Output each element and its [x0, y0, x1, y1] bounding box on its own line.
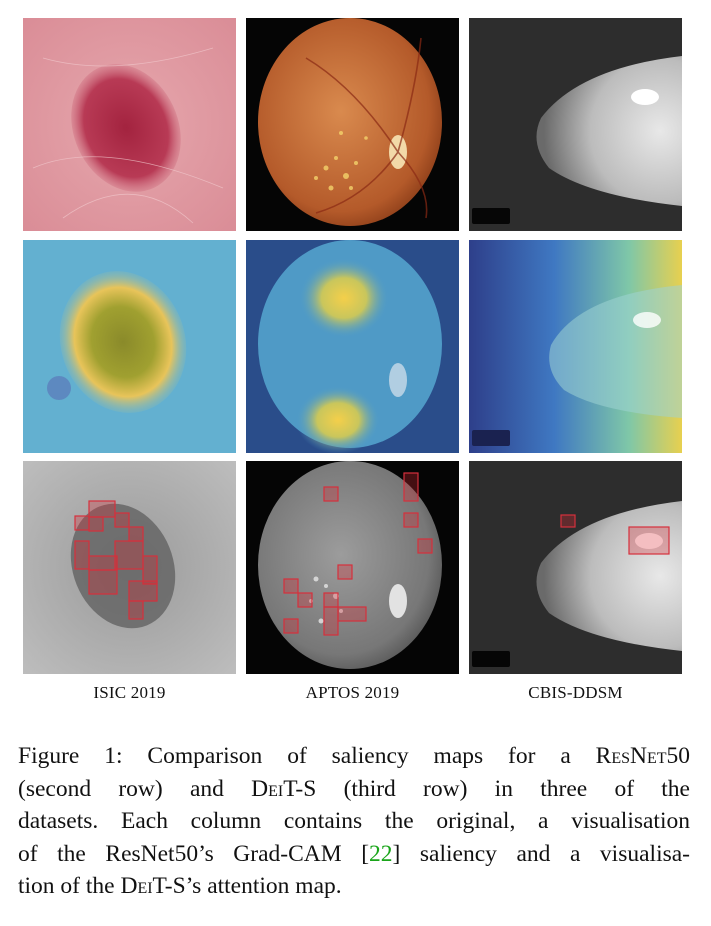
caption-line-3: datasets. Each column contains the origi… [18, 808, 690, 834]
attention-patch [128, 600, 144, 620]
isic-attention-image [23, 461, 236, 674]
attention-patch [323, 606, 339, 636]
caption-line-1: Figure 1: Comparison of saliency maps fo… [18, 743, 691, 769]
attention-patch [323, 486, 339, 502]
column-label-isic: ISIC 2019 [93, 683, 166, 702]
attention-patch [74, 515, 90, 531]
attention-patch [403, 472, 419, 502]
attention-patch [297, 592, 313, 608]
attention-patch [403, 512, 419, 528]
model-name-deit-s-2: DeiT-S [120, 873, 186, 899]
cbis-attention-image [469, 461, 682, 674]
attention-patch [560, 514, 576, 528]
cbis-original-image [469, 18, 682, 231]
figure-number: Figure 1: [18, 743, 123, 769]
caption-line-4: of the ResNet50’s Grad-CAM [22] saliency… [18, 840, 690, 867]
attention-patch [142, 555, 158, 585]
aptos-original-image [246, 18, 459, 231]
attention-patch [128, 580, 158, 602]
model-name-resnet50: ResNet50 [595, 743, 691, 769]
figure-caption: Figure 1: Comparison of saliency maps fo… [18, 740, 690, 903]
attention-patch [337, 606, 367, 622]
caption-line-5: tion of the DeiT-S’s attention map. [18, 873, 342, 899]
column-label-cbis: CBIS-DDSM [528, 683, 623, 702]
attention-patch [128, 526, 144, 542]
isic-original-image [23, 18, 236, 231]
attention-patch [628, 526, 670, 555]
attention-patch [323, 592, 339, 608]
attention-patch [114, 512, 130, 528]
attention-patch [88, 516, 104, 532]
attention-patch [74, 540, 90, 570]
attention-patch [283, 578, 299, 594]
attention-patch [114, 540, 144, 570]
attention-patch [337, 564, 353, 580]
citation-link[interactable]: 22 [369, 840, 393, 867]
attention-patch [88, 555, 118, 571]
attention-patch [88, 569, 118, 595]
caption-line-2: (second row) and DeiT-S (third row) in t… [18, 775, 690, 802]
attention-patch [283, 618, 299, 634]
attention-patch [417, 538, 433, 554]
column-label-aptos: APTOS 2019 [305, 683, 400, 702]
cbis-gradcam-image [469, 240, 682, 453]
model-name-deit-s: DeiT-S [251, 775, 317, 802]
aptos-gradcam-image [246, 240, 459, 453]
isic-gradcam-image [23, 240, 236, 453]
aptos-attention-image [246, 461, 459, 674]
attention-patch [88, 500, 116, 518]
